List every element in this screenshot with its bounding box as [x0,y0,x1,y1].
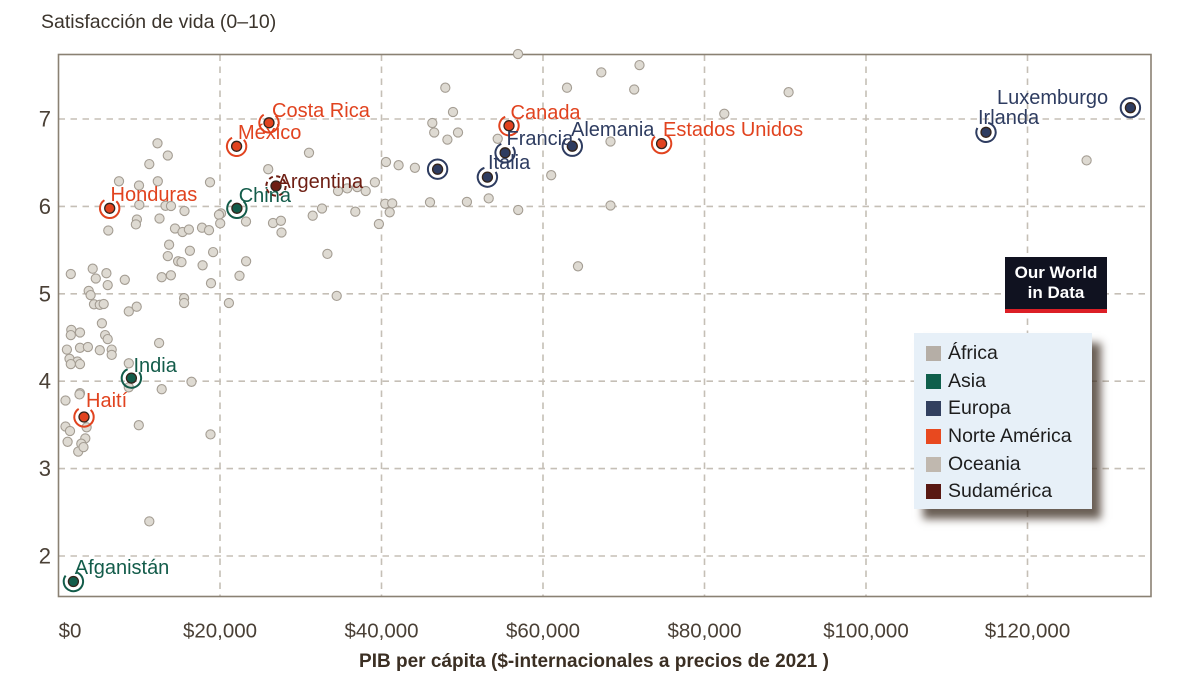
svg-text:$20,000: $20,000 [183,620,257,643]
svg-text:Honduras: Honduras [111,184,198,206]
svg-text:Costa Rica: Costa Rica [272,100,371,122]
svg-text:Alemania: Alemania [571,119,655,141]
svg-text:$60,000: $60,000 [506,620,580,643]
svg-text:$0: $0 [59,620,82,643]
svg-text:7: 7 [39,107,51,132]
svg-text:$120,000: $120,000 [985,620,1071,643]
svg-text:Irlanda: Irlanda [978,107,1040,129]
svg-text:Francia: Francia [507,128,575,150]
svg-text:$40,000: $40,000 [344,620,418,643]
svg-text:Estados Unidos: Estados Unidos [663,119,803,141]
svg-text:Argentina: Argentina [278,171,364,193]
svg-text:3: 3 [39,456,51,481]
svg-text:México: México [238,122,301,144]
svg-text:6: 6 [39,194,51,219]
svg-text:$100,000: $100,000 [823,620,909,643]
svg-text:India: India [134,355,178,377]
svg-text:Haití: Haití [86,390,128,412]
svg-text:China: China [239,185,292,207]
svg-text:2: 2 [39,544,51,569]
svg-text:$80,000: $80,000 [667,620,741,643]
svg-text:Luxemburgo: Luxemburgo [997,87,1108,109]
svg-text:Canada: Canada [511,102,582,124]
svg-text:Satisfacción de vida (0–10): Satisfacción de vida (0–10) [41,11,276,33]
svg-text:Afganistán: Afganistán [75,557,170,579]
svg-text:Italia: Italia [488,152,531,174]
svg-text:5: 5 [39,281,51,306]
svg-text:PIB per cápita ($-internaciona: PIB per cápita ($-internacionales a prec… [359,651,829,672]
svg-text:4: 4 [39,369,51,394]
